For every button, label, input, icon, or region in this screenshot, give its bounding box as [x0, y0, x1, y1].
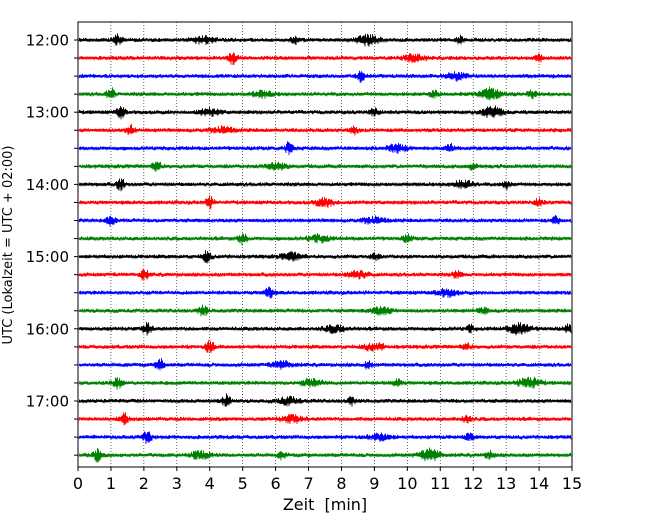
x-tick-label: 14 [529, 474, 549, 493]
x-axis-label: Zeit [min] [283, 495, 367, 514]
seismic-trace [78, 357, 572, 371]
x-tick-label: 0 [73, 474, 83, 493]
seismic-traces [78, 33, 572, 463]
y-axis-ticks: 12:00 13:00 14:00 15:00 16:00 17:00 [26, 32, 78, 456]
seismic-trace [78, 286, 572, 299]
y-tick-label: 14:00 [26, 176, 69, 194]
y-tick-label: 17:00 [26, 393, 69, 411]
seismic-trace [78, 393, 572, 407]
seismic-trace [78, 86, 572, 101]
y-tick-label: 13:00 [26, 104, 69, 122]
x-tick-label: 5 [238, 474, 248, 493]
seismic-trace [78, 376, 572, 390]
seismic-trace [78, 269, 572, 281]
seismic-trace [78, 431, 572, 445]
seismic-trace [78, 412, 572, 426]
seismic-trace [78, 232, 572, 246]
x-axis-ticks: 0 1 2 3 4 5 6 7 8 9 10 11 12 13 14 15 [73, 467, 582, 493]
x-tick-label: 1 [106, 474, 116, 493]
x-tick-label: 12 [463, 474, 483, 493]
x-tick-label: 6 [271, 474, 281, 493]
x-tick-label: 8 [336, 474, 346, 493]
seismic-trace [78, 52, 572, 66]
seismic-trace [78, 340, 572, 354]
x-tick-label: 10 [397, 474, 417, 493]
seismic-trace [78, 33, 572, 47]
seismic-trace [78, 214, 572, 227]
seismic-trace [78, 70, 572, 84]
seismic-trace [78, 124, 572, 136]
x-tick-label: 3 [172, 474, 182, 493]
x-tick-label: 13 [496, 474, 516, 493]
grid-lines [110, 22, 540, 467]
seismic-trace [78, 250, 572, 264]
seismic-trace [78, 161, 572, 172]
seismic-trace [78, 304, 572, 317]
seismic-trace [78, 141, 572, 156]
seismic-trace [78, 105, 572, 120]
seismic-trace [78, 195, 572, 210]
seismic-trace [78, 447, 572, 463]
y-tick-label: 16:00 [26, 320, 69, 338]
seismic-trace [78, 321, 572, 336]
y-tick-label: 12:00 [26, 32, 69, 50]
x-tick-label: 4 [205, 474, 215, 493]
x-tick-label: 15 [562, 474, 582, 493]
x-tick-label: 2 [139, 474, 149, 493]
y-tick-label: 15:00 [26, 248, 69, 266]
y-axis-label: UTC (Lokalzeit = UTC + 02:00) [1, 146, 16, 345]
x-tick-label: 9 [369, 474, 379, 493]
plot-area-frame [77, 21, 573, 468]
seismic-trace [78, 178, 572, 192]
x-tick-label: 11 [430, 474, 450, 493]
x-tick-label: 7 [303, 474, 313, 493]
